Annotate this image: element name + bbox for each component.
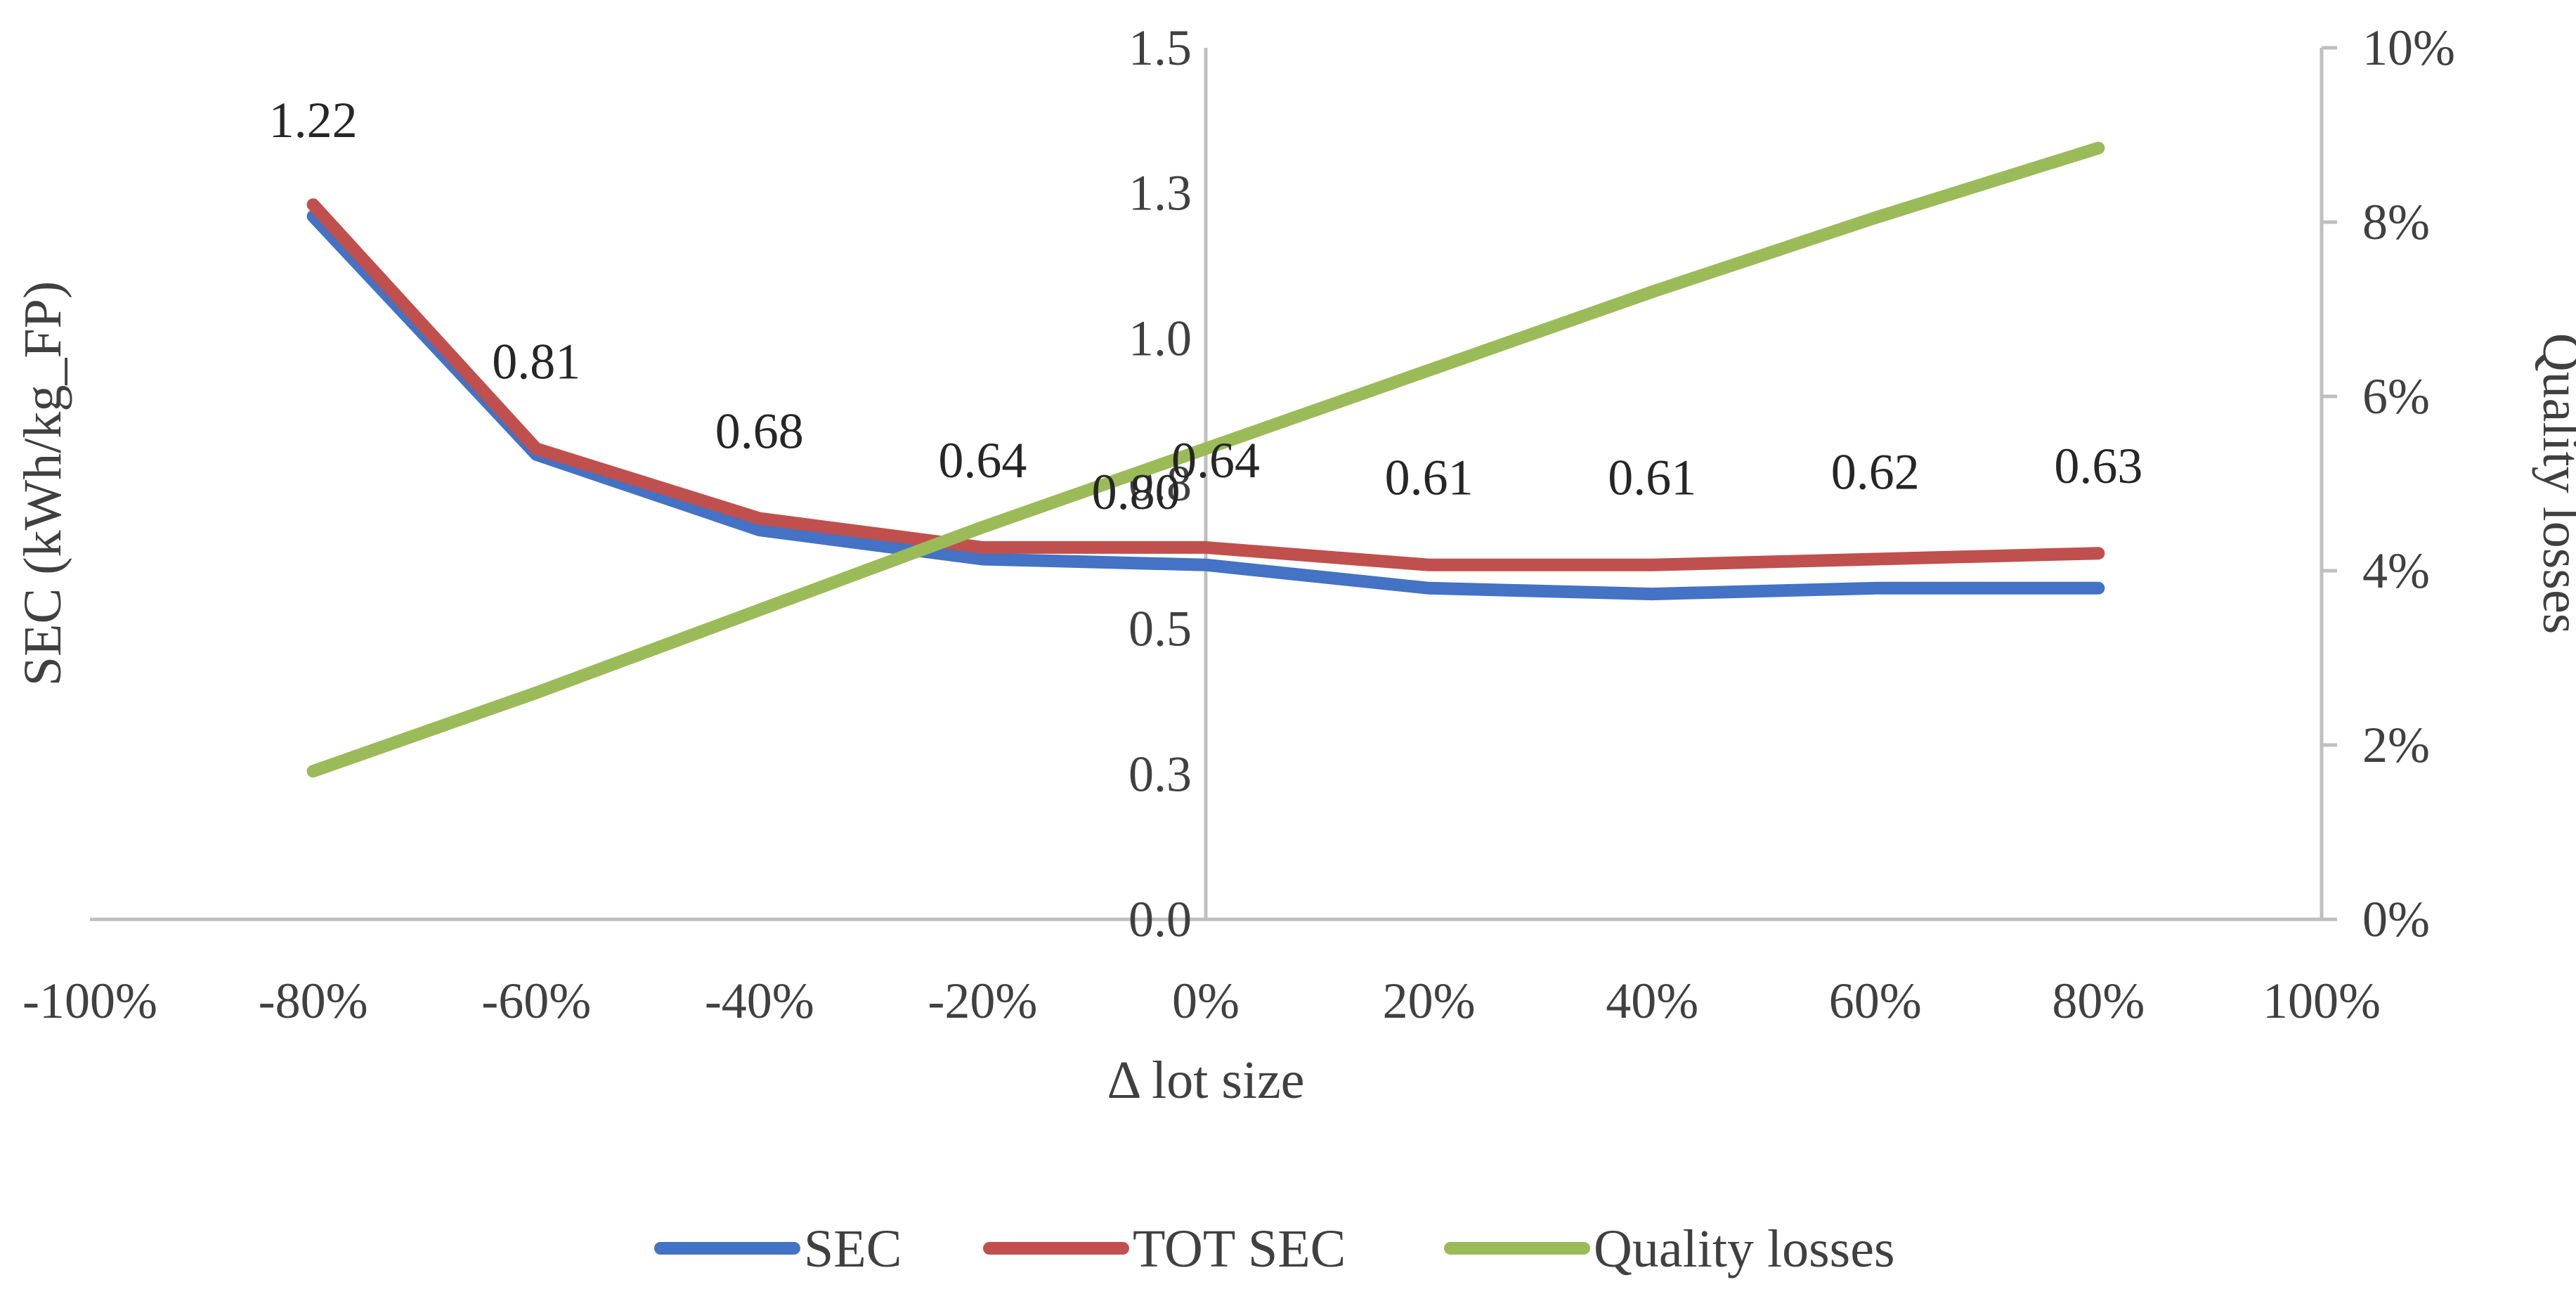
data-point [981,526,984,529]
data-label: 0.64 [938,432,1027,488]
x-tick-label: 20% [1383,973,1476,1029]
legend: SEC TOT SEC Quality losses [654,1219,1895,1279]
data-point [1874,557,1877,560]
legend-label: TOT SEC [1133,1219,1346,1279]
x-axis-title: Δ lot size [1107,1051,1304,1110]
data-point [1428,369,1431,372]
data-point [1651,290,1653,293]
x-tick-label: -60% [481,973,591,1029]
series-line-quality-losses [306,141,2105,778]
data-point [1428,564,1431,567]
data-label: 0.64 [1171,432,1260,488]
x-tick-label: 0% [1172,973,1240,1029]
y2-tick-label: 4% [2362,543,2430,599]
x-tick-label: -20% [928,973,1037,1029]
data-point [758,609,761,611]
data-point [312,203,315,206]
data-label: 1.22 [269,92,358,148]
y2-tick-label: 0% [2362,891,2430,947]
x-tick-label: 40% [1606,973,1698,1029]
data-label: 0.63 [2054,438,2142,494]
legend-label: SEC [804,1219,902,1279]
data-label-extra: 0.80 [1092,464,1180,520]
data-point [758,529,761,531]
x-tick-label: -100% [22,973,157,1029]
data-point [1204,546,1207,549]
data-label: 0.61 [1608,450,1696,506]
data-point [1651,564,1653,567]
x-tick-label: 60% [1829,973,1922,1029]
data-label: 0.61 [1385,450,1474,506]
series-line-sec [306,209,2105,601]
series-line-tot-sec [306,198,2105,571]
data-label: 0.81 [492,333,580,389]
data-point [1428,587,1431,590]
y2-tick-label: 10% [2362,20,2455,76]
data-point [2097,587,2100,590]
data-point [1651,593,1653,595]
data-point [535,447,538,450]
data-label: 0.68 [715,403,804,460]
data-point [1874,587,1877,590]
y2-tick-label: 6% [2362,368,2430,425]
y2-tick-label: 8% [2362,194,2430,250]
data-point [1204,564,1207,567]
y2-tick-label: 2% [2362,717,2430,773]
data-point [758,517,761,520]
data-labels: 1.22 0.81 0.68 0.64 0.64 0.61 0.61 0.62 0.63 0.80 [269,92,2143,520]
y-tick-label: 1.0 [1128,310,1192,366]
data-point [1874,216,1877,219]
data-point [312,215,315,218]
legend-label: Quality losses [1594,1219,1895,1279]
y-tick-label: 0.0 [1128,891,1192,947]
data-point [2097,552,2100,555]
x-tick-label: -80% [259,973,368,1029]
data-point [981,557,984,560]
data-point [535,692,538,694]
data-point [312,770,315,772]
y-tick-label: 0.5 [1128,601,1192,657]
data-point [2097,147,2100,150]
x-tick-label: -40% [705,973,814,1029]
y-tick-label: 0.3 [1128,746,1192,802]
data-point [981,546,984,549]
data-label: 0.62 [1831,444,1920,500]
y-tick-label: 1.3 [1128,165,1192,221]
y-axis-title: SEC (kWh/kg_FP) [13,281,72,686]
y2-axis-title: Quality losses [2532,333,2576,635]
x-tick-label: 80% [2052,973,2145,1029]
x-tick-label: 100% [2263,973,2381,1029]
series [306,141,2105,778]
axes: 0.00.30.50.81.01.31.50%2%4%6%8%10%-100% -… [13,20,2576,1110]
y-tick-label: 1.5 [1128,20,1192,76]
